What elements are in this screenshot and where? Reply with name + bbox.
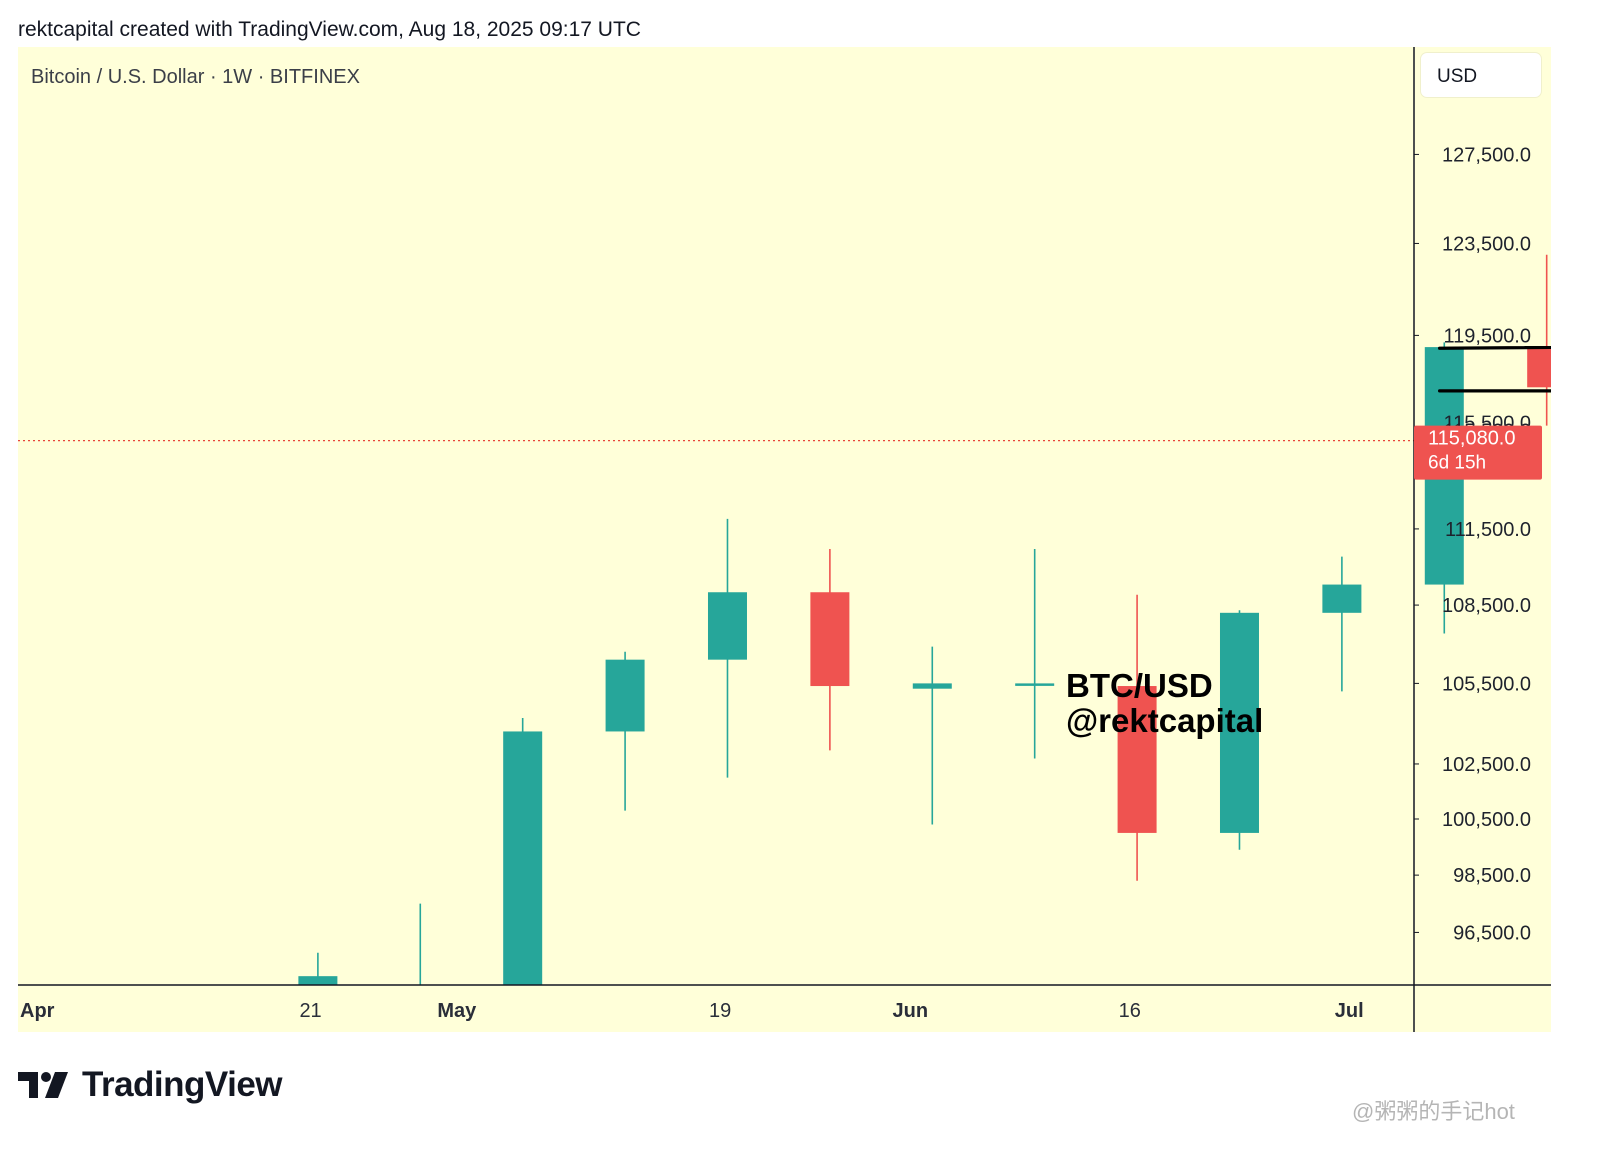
price-tick-label: 105,500.0 (1442, 673, 1531, 695)
candle-body (1322, 584, 1362, 613)
currency-selector[interactable]: USD (1421, 53, 1541, 97)
candlestick-chart[interactable]: 96,500.0 98,500.0 100,500.0 102,500.0 105,50… (18, 47, 1551, 1032)
candle-body (503, 731, 543, 985)
chart-attribution-header: rektcapital created with TradingView.com… (18, 18, 641, 41)
candle-body (1527, 347, 1551, 388)
time-scale-background (18, 985, 1551, 1032)
price-tick-label: 98,500.0 (1453, 865, 1531, 887)
price-tick-label: 102,500.0 (1442, 754, 1531, 776)
price-tick-label: 108,500.0 (1442, 595, 1531, 617)
price-tick-label: 119,500.0 (1444, 325, 1532, 347)
currency-label: USD (1437, 66, 1478, 87)
symbol-title[interactable]: Bitcoin / U.S. Dollar · 1W · BITFINEX (31, 66, 360, 88)
price-tick-label: 111,500.0 (1445, 519, 1531, 541)
chart-annotation-author: @rektcapital (1066, 702, 1263, 739)
time-tick-label: Apr (20, 1000, 55, 1022)
candle-body (1117, 686, 1157, 833)
candle (707, 518, 747, 778)
chart-annotation-ticker: BTC/USD (1066, 667, 1213, 704)
price-tick-label: 96,500.0 (1453, 922, 1531, 944)
candle (1527, 254, 1551, 426)
last-price-badge (1414, 425, 1542, 480)
tradingview-wordmark: TradingView (82, 1065, 283, 1104)
candle (1219, 610, 1259, 850)
candle (419, 903, 422, 985)
candle-body (298, 976, 338, 985)
time-tick-label: May (437, 1000, 477, 1022)
time-tick-label: 16 (1119, 1000, 1141, 1022)
candle-body (605, 659, 645, 732)
candle (1322, 556, 1362, 692)
price-tick-label: 100,500.0 (1442, 809, 1531, 831)
time-tick-label: Jun (893, 1000, 929, 1022)
price-tick-label: 123,500.0 (1442, 233, 1531, 255)
candle (1117, 594, 1157, 881)
chart-background (18, 47, 1414, 985)
candle (503, 718, 543, 985)
chart-area[interactable]: 96,500.0 98,500.0 100,500.0 102,500.0 105,50… (18, 47, 1551, 1032)
range-line (1438, 345, 1551, 350)
tradingview-logo-icon (18, 1072, 68, 1098)
tradingview-brand[interactable]: TradingView (18, 1062, 283, 1108)
bar-close-countdown: 6d 15h (1428, 453, 1486, 474)
time-tick-label: 21 (299, 1000, 321, 1022)
time-tick-label: Jul (1335, 1000, 1364, 1022)
price-tick-label-obscured: 115,500.0 (1444, 413, 1532, 435)
candle-body (1219, 612, 1259, 833)
candle-body (707, 592, 747, 660)
time-tick-label: 19 (709, 1000, 731, 1022)
social-watermark: @粥粥的手记hot (1352, 1099, 1515, 1124)
candle-body (912, 683, 952, 689)
candle (1015, 549, 1055, 759)
price-tick-label: 127,500.0 (1442, 144, 1531, 166)
candle (298, 952, 338, 985)
candle (605, 651, 645, 811)
candle-body (1015, 683, 1055, 686)
candle-body (810, 592, 850, 687)
candle (810, 549, 850, 751)
candle (912, 646, 952, 825)
last-price-value: 115,080.0 (1428, 428, 1516, 450)
